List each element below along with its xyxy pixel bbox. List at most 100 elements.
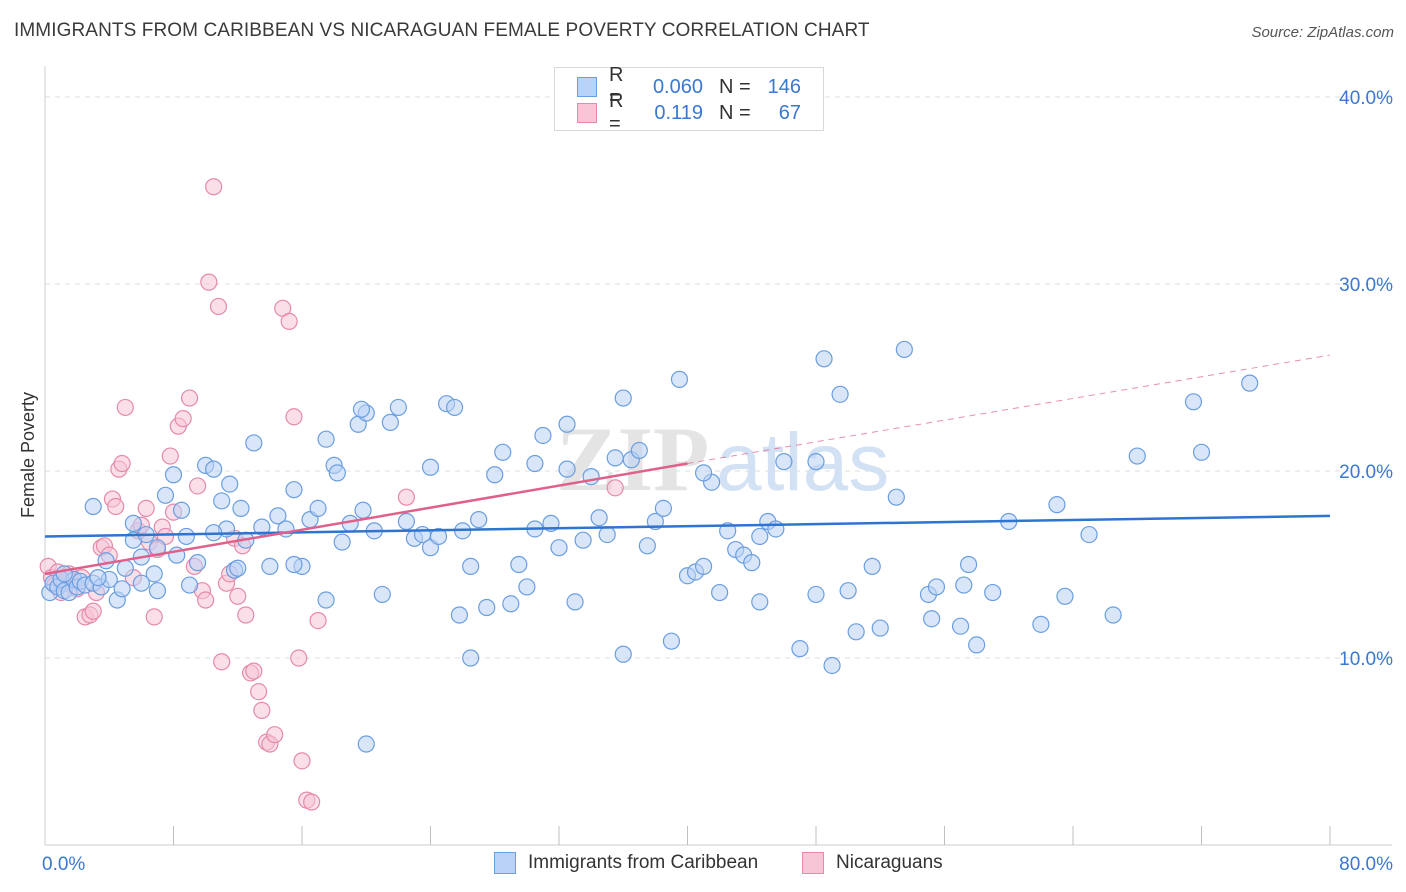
caribbean-point [450, 606, 469, 624]
watermark: ZIP atlas [556, 408, 889, 510]
caribbean-point [711, 583, 729, 602]
legend-label-nicaraguans: Nicaraguans [836, 852, 943, 873]
caribbean-point [317, 591, 335, 609]
caribbean-point [598, 525, 616, 544]
caribbean-point [1056, 587, 1074, 605]
caribbean-point [124, 514, 142, 532]
caribbean-point [89, 568, 107, 587]
legend-swatch-blue [494, 852, 516, 874]
nicaraguans-point [280, 312, 298, 330]
caribbean-points [41, 340, 1259, 753]
caribbean-point [558, 460, 576, 478]
nicaraguans-trend-extension [687, 354, 1331, 465]
nicaraguans-point [293, 752, 311, 770]
caribbean-point [494, 443, 512, 461]
caribbean-point [221, 475, 239, 493]
tick-labels: 10.0% 20.0% 30.0% 40.0% 0.0% 80.0% [42, 88, 1393, 875]
caribbean-point [1032, 615, 1050, 633]
caribbean-point [614, 389, 632, 407]
caribbean-point [164, 466, 183, 484]
legend-swatch-blue [577, 77, 597, 97]
caribbean-point [984, 583, 1002, 602]
y-tick-label: 20.0% [1339, 462, 1393, 483]
caribbean-point [397, 512, 416, 531]
caribbean-point [381, 413, 399, 431]
caribbean-point [791, 640, 809, 658]
nicaraguans-point [161, 447, 179, 465]
caribbean-point [478, 598, 496, 617]
nicaraguans-points [39, 178, 624, 811]
caribbean-point [670, 370, 689, 388]
legend-n-value: 67 [778, 101, 801, 124]
nicaraguans-point [200, 273, 218, 291]
caribbean-point [285, 555, 303, 574]
nicaraguans-point [209, 297, 228, 316]
caribbean-point [510, 555, 528, 574]
caribbean-point [352, 400, 371, 418]
caribbean-point [445, 398, 464, 417]
legend-swatch-pink [802, 852, 824, 874]
y-tick-label: 30.0% [1339, 275, 1393, 296]
nicaraguans-point [245, 662, 263, 680]
caribbean-point [775, 453, 793, 471]
nicaraguans-point [107, 497, 125, 516]
nicaraguans-point [113, 454, 131, 473]
caribbean-point [719, 522, 737, 540]
legend-item-nicaraguans: Nicaraguans [802, 852, 943, 874]
legend-label-caribbean: Immigrants from Caribbean [528, 852, 759, 873]
nicaraguans-point [84, 602, 102, 620]
caribbean-point [662, 632, 681, 650]
caribbean-point [751, 527, 769, 546]
caribbean-point [1241, 374, 1259, 392]
caribbean-point [1048, 496, 1066, 514]
legend-n-label: N = [719, 101, 751, 124]
caribbean-point [462, 557, 480, 575]
caribbean-point [550, 539, 568, 557]
caribbean-point [429, 527, 448, 546]
caribbean-point [84, 497, 102, 516]
watermark-atlas: atlas [716, 417, 889, 508]
caribbean-point [389, 398, 407, 417]
legend-r-value: 0.119 [654, 101, 703, 124]
nicaraguans-point [197, 591, 215, 609]
legend-r-value: 0.060 [652, 75, 703, 98]
caribbean-point [968, 636, 986, 654]
caribbean-point [205, 460, 223, 478]
nicaraguans-point [303, 793, 321, 811]
caribbean-point [462, 649, 480, 667]
caribbean-trend-line [44, 514, 1331, 538]
caribbean-point [590, 509, 608, 527]
caribbean-point [955, 576, 973, 594]
caribbean-point [1192, 443, 1211, 461]
caribbean-point [309, 499, 327, 517]
nicaraguans-point [137, 499, 155, 517]
x-tick-label: 80.0% [1339, 854, 1393, 875]
caribbean-point [357, 735, 375, 753]
nicaraguans-point [180, 389, 199, 407]
nicaraguans-point [205, 178, 223, 196]
caribbean-point [486, 466, 504, 484]
nicaraguans-point [606, 479, 624, 497]
y-tick-label: 40.0% [1339, 88, 1393, 109]
caribbean-point [606, 449, 624, 467]
caribbean-point [470, 511, 488, 529]
caribbean-point [847, 623, 865, 641]
caribbean-point [518, 578, 536, 596]
x-tick-label: 0.0% [42, 854, 85, 875]
caribbean-point [863, 557, 881, 575]
axes [44, 66, 1392, 846]
caribbean-point [743, 554, 761, 572]
caribbean-point [614, 645, 632, 663]
caribbean-point [534, 426, 552, 445]
trend-lines [44, 354, 1331, 576]
caribbean-point [333, 533, 351, 551]
nicaraguans-point [237, 606, 255, 624]
correlation-legend: R = 0.060 N = 146 R = 0.119 N = 67 [554, 64, 824, 135]
nicaraguans-point [116, 398, 134, 417]
caribbean-point [116, 559, 134, 577]
caribbean-point [55, 565, 73, 583]
nicaraguans-point [309, 611, 327, 630]
caribbean-point [751, 593, 769, 611]
caribbean-point [261, 557, 279, 575]
